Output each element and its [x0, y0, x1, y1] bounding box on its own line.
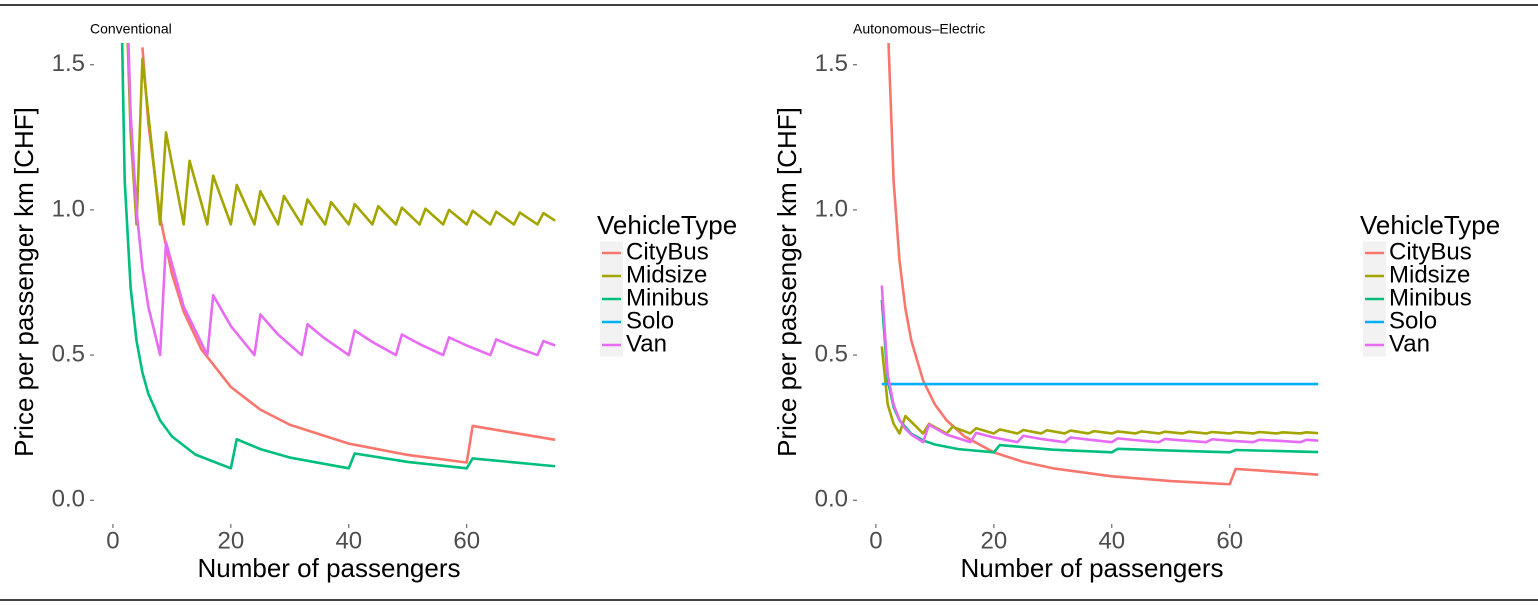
y-axis-title: Price per passenger km [CHF]	[9, 107, 39, 457]
y-tick-label: 0.0	[52, 486, 85, 513]
legend-title: VehicleType	[1360, 210, 1500, 240]
x-tick-label: 20	[218, 527, 245, 554]
legend-label: Midsize	[1389, 261, 1470, 288]
legend-label: Van	[1389, 330, 1430, 357]
x-axis-title: Number of passengers	[197, 553, 460, 583]
y-tick-label: 0.5	[52, 340, 85, 367]
x-tick-label: 40	[1098, 527, 1125, 554]
y-tick-label: 1.5	[815, 50, 848, 77]
x-tick-label: 0	[106, 527, 119, 554]
legend-label: Solo	[626, 307, 674, 334]
x-tick-label: 20	[981, 527, 1008, 554]
series-line	[880, 299, 1319, 454]
legend-label: Minibus	[1389, 284, 1472, 311]
series-line	[120, 43, 556, 470]
y-tick-label: 0.5	[815, 340, 848, 367]
y-tick-label: 0.0	[815, 486, 848, 513]
plot-area	[120, 43, 556, 470]
chart-title: Conventional	[90, 21, 172, 37]
series-line	[126, 43, 556, 226]
series-line	[127, 43, 556, 357]
legend-label: CityBus	[1389, 238, 1472, 265]
legend-label: Midsize	[626, 261, 707, 288]
x-tick-label: 60	[453, 527, 480, 554]
y-tick-label: 1.5	[52, 50, 85, 77]
x-axis-title: Number of passengers	[960, 553, 1223, 583]
legend-label: Solo	[1389, 307, 1437, 334]
series-line	[141, 47, 556, 464]
chart-title: Autonomous–Electric	[853, 21, 985, 37]
series-line	[880, 285, 1319, 444]
x-tick-label: 0	[869, 527, 882, 554]
plot-area	[880, 43, 1319, 486]
x-tick-label: 40	[335, 527, 362, 554]
legend-label: CityBus	[626, 238, 709, 265]
legend-label: Minibus	[626, 284, 709, 311]
legend-label: Van	[626, 330, 667, 357]
y-tick-label: 1.0	[52, 195, 85, 222]
y-tick-label: 1.0	[815, 195, 848, 222]
y-axis-title: Price per passenger km [CHF]	[772, 107, 802, 457]
x-tick-label: 60	[1216, 527, 1243, 554]
legend-title: VehicleType	[597, 210, 737, 240]
series-line	[887, 43, 1319, 486]
